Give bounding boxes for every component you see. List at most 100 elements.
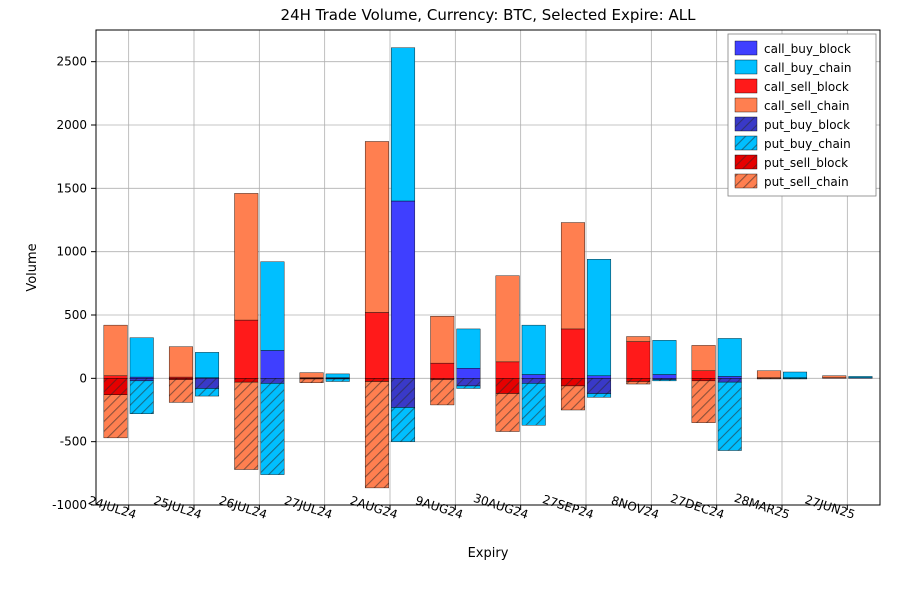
bar-hatch <box>496 378 520 393</box>
bar-hatch <box>431 380 455 405</box>
legend-swatch <box>735 41 757 55</box>
x-tick-label: 24JUL24 <box>87 493 138 522</box>
bar-call_sell_chain <box>235 193 259 320</box>
x-tick-label: 25JUL24 <box>152 493 203 522</box>
bar-hatch <box>235 382 259 469</box>
bar-call_sell_block <box>627 342 651 379</box>
bar-call_sell_block <box>104 376 128 379</box>
legend-swatch <box>735 60 757 74</box>
bar-call_buy_block <box>391 201 415 378</box>
y-tick-label: -500 <box>60 435 87 449</box>
y-tick-label: -1000 <box>52 498 87 512</box>
bar-call_sell_chain <box>365 141 389 312</box>
x-tick-label: 27JUL24 <box>283 493 334 522</box>
bar-call_buy_chain <box>195 352 219 377</box>
bar-hatch <box>692 378 716 381</box>
legend-label: call_buy_block <box>764 42 851 56</box>
bar-hatch <box>169 380 193 403</box>
bar-hatch <box>522 383 546 425</box>
bar-hatch <box>561 386 585 410</box>
bar-hatch <box>130 378 154 381</box>
bar-hatch <box>195 388 219 396</box>
x-tick-label: 30AUG24 <box>472 491 530 522</box>
bar-hatch <box>365 382 389 488</box>
bar-call_buy_chain <box>522 325 546 374</box>
y-tick-label: 1000 <box>56 245 87 259</box>
bar-hatch <box>692 381 716 423</box>
bar-call_buy_chain <box>391 48 415 201</box>
bar-call_sell_chain <box>692 345 716 370</box>
x-tick-label: 28MAR25 <box>732 491 791 522</box>
bar-call_buy_chain <box>326 374 350 378</box>
bar-hatch <box>561 378 585 386</box>
bar-call_buy_block <box>261 350 285 378</box>
legend: call_buy_blockcall_buy_chaincall_sell_bl… <box>728 34 876 196</box>
x-axis-label: Expiry <box>468 546 509 561</box>
bar-hatch <box>261 383 285 474</box>
bar-call_sell_block <box>692 371 716 379</box>
bar-hatch <box>235 378 259 382</box>
x-tick-label: 26JUL24 <box>217 493 268 522</box>
bar-call_sell_chain <box>300 373 324 378</box>
bar-call_buy_chain <box>783 372 807 378</box>
y-axis-label: Volume <box>25 243 40 291</box>
bar-call_sell_chain <box>757 371 781 378</box>
bar-hatch <box>457 386 481 389</box>
y-tick-label: 2000 <box>56 118 87 132</box>
bar-call_sell_block <box>365 312 389 378</box>
bar-call_sell_chain <box>169 347 193 377</box>
bar-call_sell_chain <box>627 337 651 342</box>
x-tick-label: 2AUG24 <box>348 493 399 522</box>
bar-call_buy_chain <box>587 259 611 376</box>
bar-call_sell_block <box>235 320 259 378</box>
bar-hatch <box>627 382 651 385</box>
legend-label: call_buy_chain <box>764 61 851 75</box>
bar-call_sell_chain <box>104 325 128 376</box>
bar-call_sell_chain <box>823 376 847 378</box>
y-tick-label: 500 <box>64 308 87 322</box>
bar-call_sell_block <box>496 362 520 378</box>
bar-call_sell_chain <box>496 276 520 362</box>
bar-call_buy_chain <box>653 340 677 374</box>
legend-label: put_buy_block <box>764 118 850 132</box>
bar-hatch <box>718 378 742 382</box>
bar-hatch <box>496 394 520 432</box>
bar-hatch <box>130 381 154 414</box>
bar-hatch <box>326 379 350 382</box>
bar-call_buy_chain <box>718 338 742 376</box>
bar-hatch <box>627 378 651 381</box>
y-axis: -1000-50005001000150020002500 <box>52 55 96 512</box>
bar-call_sell_block <box>431 363 455 378</box>
bar-hatch <box>587 394 611 398</box>
bar-call_sell_block <box>561 329 585 378</box>
bar-call_sell_chain <box>561 223 585 329</box>
x-tick-label: 27DEC24 <box>669 491 726 522</box>
bar-hatch <box>261 378 285 383</box>
bar-hatch <box>457 378 481 386</box>
bar-hatch <box>104 395 128 438</box>
legend-label: put_sell_block <box>764 156 848 170</box>
legend-swatch <box>735 98 757 112</box>
legend-swatch <box>735 79 757 93</box>
bar-hatch <box>391 407 415 441</box>
x-tick-label: 27JUN25 <box>803 493 857 522</box>
bar-hatch <box>365 378 389 381</box>
legend-label: put_buy_chain <box>764 137 851 151</box>
x-tick-label: 27SEP24 <box>541 492 596 522</box>
bar-hatch <box>391 378 415 407</box>
x-tick-label: 8NOV24 <box>609 493 660 522</box>
bar-call_buy_block <box>718 376 742 378</box>
x-tick-label: 9AUG24 <box>414 493 465 522</box>
bar-call_buy_block <box>587 376 611 379</box>
bar-hatch <box>587 378 611 393</box>
bar-call_sell_chain <box>431 316 455 363</box>
y-tick-label: 0 <box>79 371 87 385</box>
y-tick-label: 2500 <box>56 55 87 69</box>
bar-hatch <box>522 378 546 383</box>
bar-call_buy_chain <box>130 338 154 377</box>
bar-call_buy_chain <box>457 329 481 368</box>
legend-label: put_sell_chain <box>764 175 849 189</box>
bar-hatch <box>718 382 742 450</box>
legend-label: call_sell_chain <box>764 99 849 113</box>
bar-hatch <box>300 379 324 383</box>
